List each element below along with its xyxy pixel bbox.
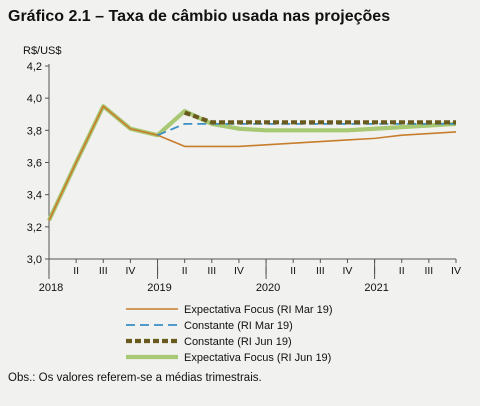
series-line-1 [48,105,457,221]
x-year-label: 2018 [39,282,63,294]
x-tick-label: III [99,265,108,277]
x-year-label: 2021 [364,282,388,294]
x-tick-label: IV [343,265,353,277]
x-year-label: 2020 [256,282,280,294]
y-tick-label: 3,8 [27,125,42,137]
series-line-3 [183,110,456,125]
chart-note: Obs.: Os valores referem-se a médias tri… [8,372,262,384]
x-tick-label: IV [234,265,244,277]
y-tick-label: 4,0 [27,93,42,105]
y-tick-label: 3,6 [27,158,42,170]
y-tick-label: 3,2 [27,222,42,234]
x-tick-label: III [316,265,325,277]
y-tick-label: 3,4 [27,190,42,202]
y-tick-label: 3,0 [27,254,42,266]
y-axis-label: R$/US$ [23,45,62,57]
legend-label-1: Expectativa Focus (RI Mar 19) [184,304,333,316]
x-year-label: 2019 [147,282,171,294]
x-tick-label: IV [451,265,461,277]
legend-label-3: Constante (RI Jun 19) [184,336,292,348]
x-tick-label: II [73,265,79,277]
x-tick-label: III [207,265,216,277]
x-tick-label: II [290,265,296,277]
x-tick-label: II [182,265,188,277]
x-tick-label: III [424,265,433,277]
legend-label-4: Expectativa Focus (RI Jun 19) [184,352,331,364]
chart-title: Gráfico 2.1 – Taxa de câmbio usada nas p… [8,8,391,25]
legend-label-2: Constante (RI Mar 19) [184,320,293,332]
x-tick-label: II [399,265,405,277]
y-tick-label: 4,2 [27,61,42,73]
x-tick-label: IV [125,265,135,277]
